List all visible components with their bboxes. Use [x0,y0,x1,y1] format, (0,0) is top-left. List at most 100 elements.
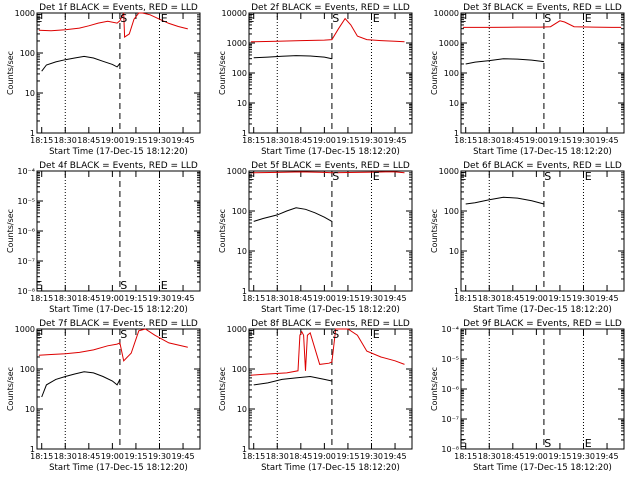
x-tick-label: 19:45 [172,136,195,145]
x-tick-label: 18:30 [54,136,77,145]
x-axis-label: Start Time (17-Dec-15 18:12:20) [261,147,400,157]
y-tick-label: 1 [242,445,247,454]
chart-panel: Det 3f BLACK = Events, RED = LLD 1 10 100 10… [430,3,625,157]
x-tick-label: 18:45 [77,452,100,461]
start-marker: S [544,437,551,450]
x-tick-label: 18:45 [77,294,100,303]
y-axis-label: Counts/sec [430,209,439,253]
y-tick-label: 1 [242,129,247,138]
x-tick-label: 19:30 [148,294,171,303]
y-axis-label: Counts/sec [430,51,439,95]
plot-frame [248,170,413,292]
y-tick-label: 10⁻⁴ [17,167,35,176]
chart-title: Det 3f BLACK = Events, RED = LLD [463,3,622,13]
chart-panel: Det 4f BLACK = Events, RED = LLD 10⁻⁸ 10⁻⁷… [6,161,201,315]
y-tick-label: 10 [237,247,247,256]
x-axis-label: Start Time (17-Dec-15 18:12:20) [49,147,188,157]
x-tick-label: 19:45 [596,452,619,461]
x-tick-label: 19:00 [313,452,336,461]
y-tick-label: 100 [20,365,35,374]
chart-panel: Det 7f BLACK = Events, RED = LLD 1 10 100 10… [6,319,201,473]
y-tick-label: 1000 [15,9,35,18]
x-tick-label: 19:30 [572,294,595,303]
x-tick-label: 19:15 [336,294,359,303]
x-tick-label: 19:15 [548,136,571,145]
end-marker: E [35,328,42,341]
plot-frame [248,328,413,450]
y-tick-label: 100 [232,207,247,216]
x-tick-label: 19:45 [384,452,407,461]
start-marker: S [332,12,339,25]
start-marker: S [544,170,551,183]
end-marker: E [161,279,168,292]
x-tick-label: 19:15 [548,294,571,303]
end-marker: E [459,437,466,450]
y-axis-label: Counts/sec [6,209,15,253]
plot-frame [36,328,201,450]
x-tick-label: 19:30 [360,294,383,303]
y-tick-label: 1000 [227,325,247,334]
y-tick-label: 10⁻⁶ [17,227,35,236]
x-tick-label: 19:15 [548,452,571,461]
y-axis-label: Counts/sec [6,367,15,411]
y-axis-label: Counts/sec [218,51,227,95]
plot-frame [460,12,625,134]
y-axis-label: Counts/sec [218,209,227,253]
x-tick-label: 18:15 [242,294,265,303]
x-tick-label: 18:30 [266,452,289,461]
chart-panel: Det 2f BLACK = Events, RED = LLD 1 10 100 10… [218,3,413,157]
y-tick-label: 100 [444,207,459,216]
x-tick-label: 19:00 [525,294,548,303]
x-tick-label: 18:45 [289,136,312,145]
end-marker: E [459,12,466,25]
events-series-line [41,55,121,72]
y-tick-label: 10 [237,99,247,108]
x-tick-label: 19:30 [148,452,171,461]
y-tick-label: 10⁻⁸ [17,287,35,296]
x-axis-label: Start Time (17-Dec-15 18:12:20) [473,463,612,473]
end-marker: E [373,328,380,341]
y-tick-label: 1000 [439,167,459,176]
events-series-line [465,196,545,205]
chart-title: Det 4f BLACK = Events, RED = LLD [39,161,198,171]
end-marker: E [247,12,254,25]
y-tick-label: 1000 [15,325,35,334]
y-tick-label: 10⁻⁴ [441,325,459,334]
y-axis-label: Counts/sec [430,367,439,411]
y-tick-label: 1 [242,287,247,296]
start-marker: S [544,12,551,25]
x-tick-label: 19:00 [525,452,548,461]
x-axis-label: Start Time (17-Dec-15 18:12:20) [261,305,400,315]
end-marker: E [459,170,466,183]
chart-panel: Det 6f BLACK = Events, RED = LLD 1 10 100 10… [430,161,625,315]
x-axis-label: Start Time (17-Dec-15 18:12:20) [261,463,400,473]
chart-title: Det 2f BLACK = Events, RED = LLD [251,3,410,13]
x-axis-label: Start Time (17-Dec-15 18:12:20) [49,463,188,473]
end-marker: E [373,170,380,183]
x-tick-label: 18:45 [289,452,312,461]
x-tick-label: 18:30 [54,294,77,303]
x-tick-label: 19:15 [336,136,359,145]
x-tick-label: 19:30 [148,136,171,145]
chart-panel: Det 5f BLACK = Events, RED = LLD 1 10 100 10… [218,161,413,315]
end-marker: E [585,437,592,450]
x-tick-label: 18:45 [501,294,524,303]
end-marker: E [247,328,254,341]
x-tick-label: 18:45 [77,136,100,145]
x-tick-label: 19:30 [360,452,383,461]
chart-title: Det 9f BLACK = Events, RED = LLD [463,319,622,329]
x-tick-label: 19:15 [124,136,147,145]
chart-title: Det 6f BLACK = Events, RED = LLD [463,161,622,171]
x-tick-label: 18:15 [242,136,265,145]
x-tick-label: 19:15 [124,294,147,303]
x-tick-label: 19:15 [336,452,359,461]
end-marker: E [585,12,592,25]
events-series-line [253,55,333,60]
plot-frame [460,170,625,292]
y-tick-label: 10 [449,99,459,108]
plot-frame [36,170,201,292]
y-tick-label: 100 [444,69,459,78]
y-axis-label: Counts/sec [6,51,15,95]
y-tick-label: 100 [20,49,35,58]
x-tick-label: 19:45 [384,136,407,145]
